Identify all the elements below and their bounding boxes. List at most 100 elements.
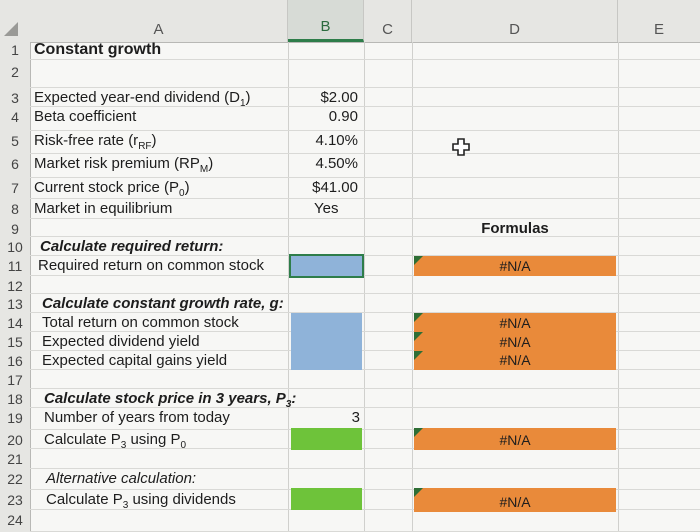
input-growth-block[interactable]: [291, 313, 362, 370]
label-dividend-yield: Expected dividend yield: [42, 333, 200, 350]
value-beta[interactable]: 0.90: [328, 108, 358, 125]
row-header-6[interactable]: 6: [11, 156, 19, 172]
row-header-24[interactable]: 24: [7, 512, 23, 528]
gridline: [412, 42, 413, 532]
label-current-price: Current stock price (P0): [34, 179, 190, 199]
formula-capital-gains-yield: #N/A: [499, 352, 531, 368]
formula-p3-using-p0: #N/A: [499, 432, 531, 448]
comment-marker: [414, 351, 423, 360]
value-number-of-years[interactable]: 3: [351, 409, 360, 426]
plus-cursor-icon: [452, 138, 470, 156]
comment-marker: [414, 313, 423, 322]
row-header-14[interactable]: 14: [7, 315, 23, 331]
formulas-header: Formulas: [481, 220, 549, 237]
gridline: [30, 106, 700, 107]
label-calc-p3-using-p0: Calculate P3 using P0: [44, 431, 187, 451]
section-calc-growth-rate: Calculate constant growth rate, g:: [42, 295, 284, 312]
label-dividend: Expected year-end dividend (D1): [34, 89, 251, 109]
gridline: [30, 177, 700, 178]
gridline: [30, 407, 700, 408]
label-market-equilibrium: Market in equilibrium: [34, 200, 173, 217]
gridline: [30, 388, 700, 389]
gridline: [30, 369, 700, 370]
row-header-12[interactable]: 12: [7, 278, 23, 294]
comment-marker: [414, 256, 423, 265]
formula-total-return: #N/A: [499, 315, 531, 331]
row-header-19[interactable]: 19: [7, 410, 23, 426]
row-header-7[interactable]: 7: [11, 180, 19, 196]
row-header-2[interactable]: 2: [11, 64, 19, 80]
formula-p3-using-dividends: #N/A: [499, 494, 531, 510]
column-header-b[interactable]: B: [288, 0, 364, 42]
gridline: [30, 275, 700, 276]
gridline: [618, 42, 619, 532]
comment-marker: [414, 428, 423, 437]
formula-growth-block[interactable]: [414, 313, 616, 370]
column-header-c[interactable]: C: [364, 0, 412, 42]
row-header-22[interactable]: 22: [7, 471, 23, 487]
label-beta: Beta coefficient: [34, 108, 137, 125]
row-header-16[interactable]: 16: [7, 353, 23, 369]
formula-p3-div-cell[interactable]: [414, 488, 616, 512]
sheet-title: Constant growth: [34, 41, 162, 58]
gridline: [30, 448, 700, 449]
row-header-21[interactable]: 21: [7, 451, 23, 467]
label-capital-gains-yield: Expected capital gains yield: [42, 352, 228, 369]
gridline: [30, 293, 700, 294]
formula-p3-p0-cell[interactable]: [414, 428, 616, 450]
gridline: [364, 42, 365, 532]
value-market-equilibrium[interactable]: Yes: [314, 200, 339, 217]
label-total-return: Total return on common stock: [42, 314, 239, 331]
gridline: [30, 429, 700, 430]
gridline: [30, 59, 700, 60]
label-risk-free-rate: Risk-free rate (rRF): [34, 132, 157, 152]
row-header-13[interactable]: 13: [7, 296, 23, 312]
row-header-5[interactable]: 5: [11, 133, 19, 149]
row-header-17[interactable]: 17: [7, 372, 23, 388]
value-market-risk-premium[interactable]: 4.50%: [315, 155, 358, 172]
gridline: [288, 42, 289, 532]
row-header-8[interactable]: 8: [11, 201, 19, 217]
gridline: [30, 255, 700, 256]
input-required-return[interactable]: [289, 254, 364, 278]
label-calc-p3-using-dividends: Calculate P3 using dividends: [46, 491, 236, 511]
row-header-11[interactable]: 11: [7, 258, 23, 274]
column-header-e[interactable]: E: [653, 21, 664, 38]
row-header-3[interactable]: 3: [11, 90, 19, 106]
gridline: [30, 153, 700, 154]
row-header-23[interactable]: 23: [7, 492, 23, 508]
gridline: [30, 331, 700, 332]
formula-required-return-cell[interactable]: [414, 256, 616, 276]
column-header-a[interactable]: A: [30, 0, 288, 42]
value-dividend[interactable]: $2.00: [320, 89, 358, 106]
comment-marker: [414, 332, 423, 341]
value-risk-free-rate[interactable]: 4.10%: [315, 132, 358, 149]
comment-marker: [414, 488, 423, 497]
row-header-10[interactable]: 10: [7, 239, 23, 255]
formula-required-return: #N/A: [499, 258, 531, 274]
gridline: [30, 509, 700, 510]
gridline: [30, 130, 700, 131]
row-header-18[interactable]: 18: [7, 391, 23, 407]
row-header-column: [0, 42, 31, 532]
gridline: [30, 350, 700, 351]
row-header-9[interactable]: 9: [11, 221, 19, 237]
input-p3-using-p0[interactable]: [291, 428, 362, 450]
gridline: [30, 236, 700, 237]
gridline: [30, 312, 700, 313]
column-header-d[interactable]: D: [412, 0, 618, 42]
input-p3-using-dividends[interactable]: [291, 488, 362, 510]
gridline: [30, 468, 700, 469]
gridline: [30, 489, 700, 490]
label-number-of-years: Number of years from today: [44, 409, 230, 426]
gridline: [30, 87, 700, 88]
row-header-20[interactable]: 20: [7, 432, 23, 448]
row-header-15[interactable]: 15: [7, 334, 23, 350]
row-header-1[interactable]: 1: [11, 42, 19, 58]
formula-dividend-yield: #N/A: [499, 334, 531, 350]
select-all-corner[interactable]: [4, 22, 18, 36]
value-current-price[interactable]: $41.00: [312, 179, 358, 196]
section-calc-required-return: Calculate required return:: [40, 238, 224, 255]
row-header-4[interactable]: 4: [11, 109, 19, 125]
